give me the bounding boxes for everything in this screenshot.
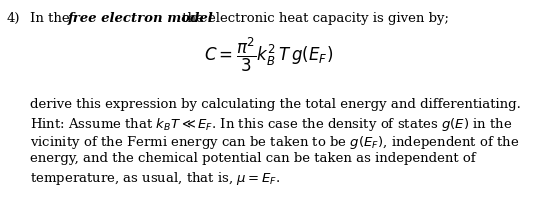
Text: vicinity of the Fermi energy can be taken to be $g(E_F)$, independent of the: vicinity of the Fermi energy can be take…	[30, 134, 519, 151]
Text: the electronic heat capacity is given by;: the electronic heat capacity is given by…	[178, 12, 449, 25]
Text: In the: In the	[30, 12, 74, 25]
Text: free electron model: free electron model	[68, 12, 214, 25]
Text: $C = \dfrac{\pi^2}{3}k_B^2\,T\,g(E_F)$: $C = \dfrac{\pi^2}{3}k_B^2\,T\,g(E_F)$	[204, 36, 333, 74]
Text: derive this expression by calculating the total energy and differentiating.: derive this expression by calculating th…	[30, 98, 521, 111]
Text: Hint: Assume that $k_BT \ll E_F$. In this case the density of states $g(E)$ in t: Hint: Assume that $k_BT \ll E_F$. In thi…	[30, 116, 513, 133]
Text: energy, and the chemical potential can be taken as independent of: energy, and the chemical potential can b…	[30, 152, 476, 165]
Text: temperature, as usual, that is, $\mu = E_F$.: temperature, as usual, that is, $\mu = E…	[30, 170, 281, 187]
Text: 4): 4)	[7, 12, 20, 25]
